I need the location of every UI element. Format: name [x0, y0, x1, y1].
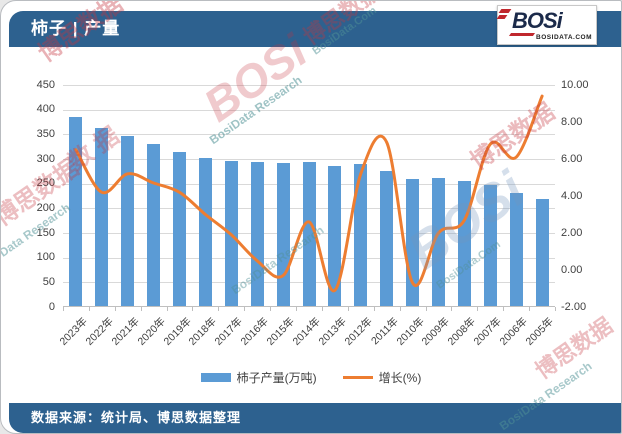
base-tick — [555, 307, 556, 311]
logo-domain: BOSIDATA.COM — [536, 34, 592, 41]
base-tick — [399, 307, 401, 311]
bar-2018年 — [198, 158, 212, 306]
legend-item-production: 柿子产量(万吨) — [200, 369, 317, 386]
bar-2023年 — [69, 117, 83, 306]
y-tick-left-350: 350 — [36, 127, 55, 140]
base-tick — [503, 307, 505, 311]
bar-2005年 — [535, 199, 549, 306]
growth-line-path — [74, 94, 544, 292]
base-tick — [218, 307, 220, 311]
bar-2013年 — [328, 165, 342, 306]
bar-2012年 — [354, 163, 368, 306]
footer-band: 数据来源：统计局、博思数据整理 — [9, 403, 621, 433]
gridline-450 — [63, 85, 555, 86]
gridline-400 — [63, 109, 555, 111]
y-tick-left-250: 250 — [36, 177, 55, 190]
y-tick-left-400: 400 — [36, 103, 55, 116]
logo-wordmark: BOSi — [512, 8, 563, 33]
base-tick — [166, 307, 168, 311]
y-tick-left-300: 300 — [36, 152, 55, 165]
bar-2022年 — [95, 127, 109, 306]
logo-underbar-icon — [508, 33, 536, 36]
base-tick — [140, 307, 142, 311]
y-tick-right-4.00: 4.00 — [561, 189, 583, 202]
base-tick — [425, 307, 427, 311]
growth-line — [74, 94, 544, 292]
base-tick — [192, 307, 194, 311]
chart-legend: 柿子产量(万吨) 增长(%) — [1, 369, 621, 386]
base-tick — [63, 307, 64, 311]
y-tick-left-450: 450 — [36, 78, 55, 91]
legend-label-production: 柿子产量(万吨) — [236, 371, 317, 385]
y-tick-left-50: 50 — [42, 275, 55, 288]
y-tick-right-0.00: 0.00 — [561, 263, 583, 276]
base-tick — [114, 307, 116, 311]
gridline-350 — [63, 134, 555, 136]
base-tick — [451, 307, 453, 311]
y-tick-right-6.00: 6.00 — [561, 152, 583, 165]
base-tick — [347, 307, 349, 311]
base-tick — [296, 307, 298, 311]
y-tick-right--2.00: -2.00 — [561, 300, 587, 313]
bar-2006年 — [509, 192, 523, 306]
gridline-300 — [63, 159, 555, 160]
bar-2021年 — [121, 135, 135, 306]
base-tick — [270, 307, 272, 311]
base-tick — [244, 307, 246, 311]
y-tick-right-8.00: 8.00 — [561, 115, 583, 128]
bar-2014年 — [302, 161, 316, 306]
plot-area — [63, 85, 556, 311]
y-tick-left-150: 150 — [36, 226, 55, 239]
page-title: 柿子 | 产量 — [31, 19, 121, 38]
bar-2009年 — [431, 178, 445, 306]
line-swatch-icon — [342, 376, 373, 379]
y-tick-left-0: 0 — [48, 300, 55, 313]
y-tick-left-200: 200 — [36, 201, 55, 214]
bar-swatch-icon — [200, 373, 231, 382]
y-tick-right-2.00: 2.00 — [561, 226, 583, 239]
legend-label-growth: 增长(%) — [378, 371, 422, 385]
bar-2016年 — [250, 161, 264, 306]
base-tick — [373, 307, 375, 311]
base-tick — [321, 307, 323, 311]
base-tick — [477, 307, 479, 311]
bar-2007年 — [483, 184, 497, 306]
logo-stripe-icon — [496, 15, 508, 19]
y-tick-right-10.00: 10.00 — [561, 78, 589, 91]
base-tick — [88, 307, 90, 311]
logo-stripe-icon — [498, 9, 512, 13]
base-tick — [529, 307, 531, 311]
y-tick-left-100: 100 — [36, 251, 55, 264]
data-source-note: 数据来源：统计局、博思数据整理 — [31, 410, 242, 425]
bar-2011年 — [380, 170, 394, 306]
bosi-logo: BOSi BOSIDATA.COM — [496, 5, 597, 45]
legend-item-growth: 增长(%) — [342, 369, 422, 386]
